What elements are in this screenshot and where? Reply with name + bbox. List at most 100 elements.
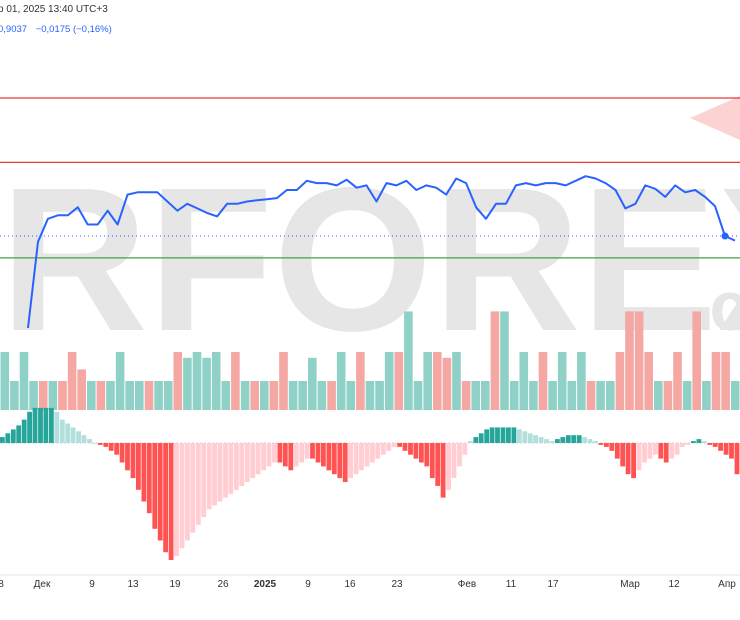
x-tick-label: 12 (668, 579, 680, 590)
histogram-bars (0, 407, 740, 560)
histogram-bar (375, 443, 381, 459)
volume-bar (173, 352, 183, 410)
histogram-bar (185, 443, 190, 541)
volume-bar (77, 369, 86, 410)
chart-datetime: р 01, 2025 13:40 UTC+3 (0, 4, 108, 15)
histogram-bar (92, 443, 98, 444)
histogram-bar (76, 431, 81, 443)
histogram-bar (5, 433, 11, 444)
histogram-bar (304, 443, 310, 459)
histogram-bar (331, 443, 337, 475)
x-tick-label: Мар (620, 579, 640, 590)
volume-bar (115, 352, 125, 410)
histogram-bar (130, 443, 136, 479)
histogram-bar (38, 407, 43, 443)
histogram-bar (663, 443, 669, 463)
histogram-bar (326, 443, 332, 471)
histogram-bar (54, 411, 60, 443)
histogram-bar (631, 443, 636, 479)
histogram-bar (141, 443, 147, 502)
volume-bar (625, 311, 634, 410)
volume-bar (38, 381, 48, 410)
histogram-bar (49, 407, 54, 443)
histogram-bar (342, 443, 348, 482)
volume-bar (19, 352, 29, 410)
x-tick-label: Дек (34, 579, 51, 590)
horizontal-levels (0, 97, 740, 259)
histogram-bar (565, 435, 571, 443)
volume-bar (577, 352, 586, 410)
histogram-bar (457, 443, 462, 467)
histogram-bar (484, 429, 490, 444)
volume-bar (336, 352, 346, 410)
volume-bar (356, 352, 365, 410)
volume-bar (644, 352, 653, 410)
histogram-bar (652, 443, 658, 455)
histogram-bar (522, 431, 528, 443)
price-value: 0,9037 (0, 24, 28, 35)
volume-bar (260, 381, 269, 410)
histogram-bar (190, 443, 196, 533)
histogram-bar (43, 407, 49, 443)
histogram-bar (478, 433, 484, 444)
histogram-bar (658, 443, 664, 459)
histogram-bar (734, 443, 740, 475)
volume-bar (529, 381, 538, 410)
x-tick-label: 8 (0, 579, 4, 590)
histogram-bar (152, 443, 158, 529)
histogram-bar (370, 443, 375, 463)
histogram-bar (288, 443, 294, 471)
watermark-accent-shape (690, 96, 740, 140)
volume-bar (202, 357, 211, 410)
volume-bar (721, 352, 730, 410)
x-tick-label: 26 (217, 579, 229, 590)
volume-bar (375, 381, 384, 410)
histogram-bar (718, 443, 723, 451)
volume-bar (606, 381, 615, 410)
volume-bar (10, 381, 19, 410)
histogram-bar (571, 435, 577, 443)
volume-bar (154, 381, 163, 410)
histogram-bar (223, 443, 228, 498)
histogram-bar (446, 443, 451, 490)
x-tick-label: 19 (169, 579, 181, 590)
volume-bars (0, 311, 740, 410)
volume-bar (183, 357, 192, 410)
price-line (27, 175, 736, 329)
histogram-bar (397, 443, 402, 447)
volume-bar (87, 381, 96, 410)
volume-bar (298, 381, 307, 410)
volume-bar (490, 311, 500, 410)
histogram-bar (511, 427, 517, 443)
price-change: −0,0175 (−0,16%) (35, 24, 112, 35)
histogram-bar (533, 435, 538, 443)
histogram-bar (576, 435, 582, 443)
histogram-bar (636, 443, 642, 471)
histogram-bar (549, 441, 555, 443)
histogram-bar (527, 433, 533, 444)
histogram-bar (620, 443, 626, 467)
histogram-bar (277, 443, 283, 463)
histogram-bar (424, 443, 430, 467)
histogram-bar (696, 439, 702, 443)
histogram-bar (707, 443, 713, 445)
histogram-bar (642, 443, 647, 463)
histogram-bar (174, 443, 179, 557)
histogram-bar (168, 443, 174, 560)
histogram-bar (217, 443, 223, 502)
histogram-bar (669, 443, 675, 459)
volume-bar (654, 381, 663, 410)
histogram-bar (103, 443, 109, 447)
histogram-bar (429, 443, 435, 479)
histogram-bar (348, 443, 353, 479)
histogram-bar (114, 443, 120, 455)
histogram-bar (495, 427, 500, 443)
volume-bar (163, 381, 173, 410)
histogram-bar (157, 443, 163, 541)
volume-bar (384, 352, 394, 410)
volume-bar (461, 381, 471, 410)
histogram-bar (146, 443, 152, 514)
histogram-bar (587, 439, 593, 443)
histogram-bar (272, 443, 277, 463)
